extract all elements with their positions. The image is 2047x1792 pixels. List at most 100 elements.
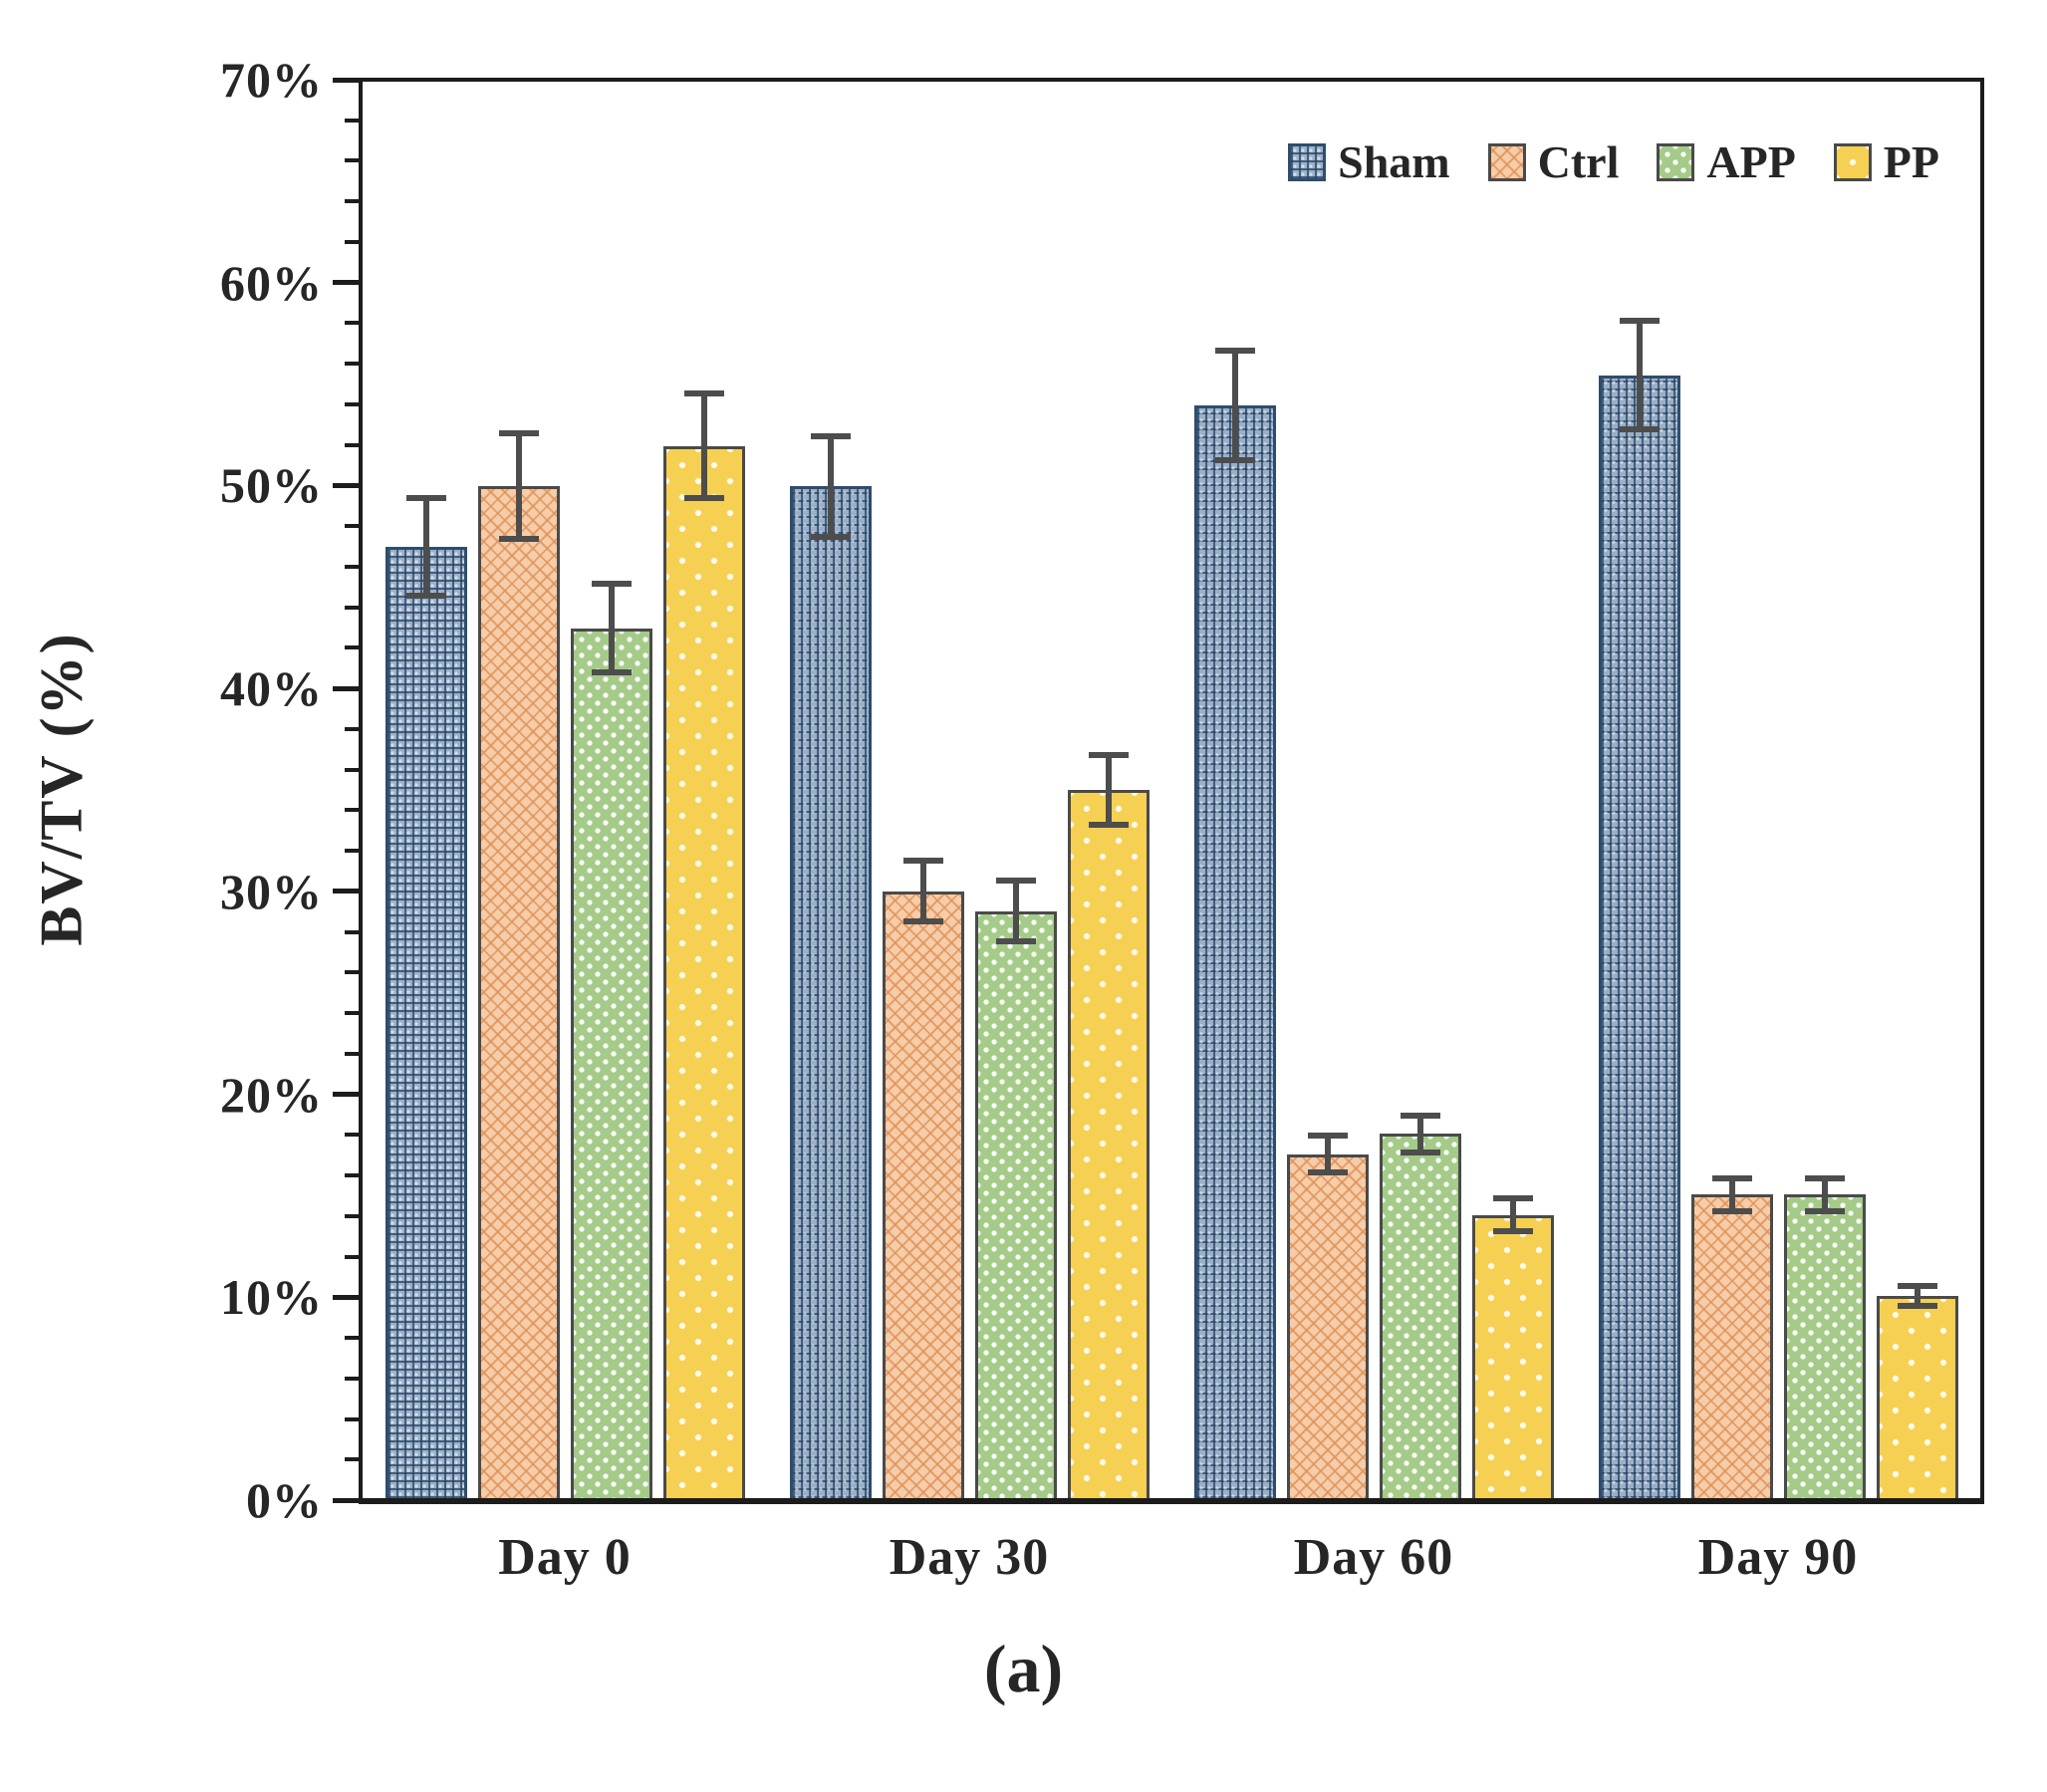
plot-area [359,78,1984,1504]
error-bar-cap [1492,1227,1533,1234]
y-minor-tick [345,1011,359,1016]
error-bar-cap [1804,1207,1845,1214]
error-bar-cap [902,918,943,925]
legend: Sham Ctrl APP PP [1288,135,1939,188]
error-bar [1821,1178,1828,1211]
bar-group-day-90 [1576,82,1980,1498]
y-major-tick [333,889,359,895]
y-minor-tick [345,1254,359,1259]
y-minor-tick [345,929,359,934]
y-minor-tick [345,158,359,163]
error-bar-cap [683,495,724,502]
bar-pp-day-60 [1471,1214,1554,1498]
x-tick-label: Day 0 [498,1529,632,1586]
y-minor-tick [345,726,359,731]
y-minor-tick [345,1051,359,1056]
y-minor-tick [345,1416,359,1421]
y-major-tick [333,280,359,286]
error-bar-cap [1214,348,1255,355]
error-bar-cap [810,432,851,439]
figure-caption: (a) [983,1631,1064,1706]
error-bar-cap [591,580,632,587]
y-major-tick [333,1497,359,1503]
y-major-tick [333,685,359,691]
error-bar-cap [1088,752,1129,759]
y-minor-tick [345,524,359,529]
y-tick-label: 50% [220,457,323,514]
error-bar [515,433,522,540]
y-major-tick [333,1294,359,1300]
y-tick-label: 20% [220,1066,323,1123]
bar-app-day-90 [1783,1194,1866,1498]
y-tick-label: 0% [246,1472,323,1528]
error-bar-cap [902,858,943,865]
y-minor-tick [345,1457,359,1462]
error-bar [919,861,926,922]
y-tick-label: 10% [220,1269,323,1326]
bar-ctrl-day-30 [882,891,964,1498]
error-bar-cap [1711,1175,1752,1182]
error-bar [1324,1136,1331,1172]
error-bar-cap [1492,1195,1533,1202]
error-bar-cap [1897,1303,1937,1309]
bar-app-day-60 [1379,1134,1461,1498]
y-tick-label: 60% [220,254,323,311]
y-minor-tick [345,1213,359,1218]
y-major-tick [333,482,359,488]
error-bar-cap [1307,1133,1348,1140]
y-minor-tick [345,1376,359,1381]
error-bar-cap [995,878,1036,885]
y-minor-tick [345,118,359,123]
bar-pp-day-90 [1876,1295,1958,1498]
y-major-tick [333,77,359,83]
y-minor-tick [345,1133,359,1138]
bar-group-day-60 [1171,82,1576,1498]
bar-group-day-30 [767,82,1171,1498]
bar-sham-day-0 [384,547,467,1498]
error-bar [700,392,707,499]
legend-item-sham: Sham [1288,135,1450,188]
legend-item-ctrl: Ctrl [1487,135,1619,188]
error-bar-cap [1897,1282,1937,1289]
x-tick-label: Day 30 [889,1529,1050,1586]
bar-ctrl-day-90 [1690,1194,1773,1498]
legend-item-pp: PP [1833,135,1939,188]
bar-group-day-0 [363,82,767,1498]
legend-swatch-sham [1288,142,1327,181]
error-bar [1509,1198,1516,1231]
error-bar-cap [591,669,632,676]
error-bar-cap [1307,1168,1348,1175]
legend-swatch-ctrl [1487,142,1526,181]
y-minor-tick [345,1173,359,1178]
x-tick-label: Day 60 [1293,1529,1454,1586]
error-bar [422,498,429,596]
y-minor-tick [345,1336,359,1341]
error-bar-cap [1400,1149,1440,1155]
y-minor-tick [345,564,359,569]
y-tick-label: 30% [220,863,323,919]
y-minor-tick [345,362,359,367]
bar-ctrl-day-60 [1286,1153,1369,1498]
y-minor-tick [345,239,359,244]
error-bar-cap [1619,317,1660,324]
error-bar [827,435,834,538]
error-bar-cap [1088,821,1129,828]
legend-label: APP [1706,136,1796,187]
legend-label: Sham [1338,136,1450,187]
bar-ctrl-day-0 [477,486,560,1498]
y-minor-tick [345,849,359,854]
legend-label: PP [1883,136,1939,187]
error-bar-cap [683,389,724,396]
bar-sham-day-60 [1193,405,1276,1498]
y-minor-tick [345,645,359,650]
error-bar-cap [995,938,1036,945]
error-bar [1914,1285,1920,1306]
y-tick-label: 70% [220,52,323,108]
y-major-tick [333,1092,359,1098]
bar-sham-day-90 [1598,375,1680,1498]
y-tick-label: 40% [220,660,323,717]
error-bar [1105,755,1112,825]
y-minor-tick [345,442,359,447]
y-minor-tick [345,808,359,813]
